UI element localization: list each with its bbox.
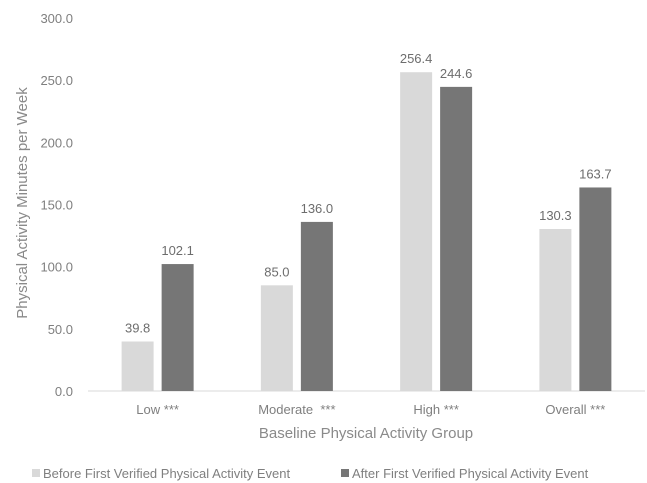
legend-swatch-after — [341, 469, 349, 477]
data-labels: 39.8 102.1 85.0 136.0 256.4 244.6 130.3 163.7 — [125, 51, 612, 335]
bar-before — [400, 72, 433, 391]
data-label: 130.3 — [539, 208, 572, 223]
y-axis-title: Physical Activity Minutes per Week — [14, 87, 31, 319]
data-label: 39.8 — [125, 321, 150, 336]
x-axis-title: Baseline Physical Activity Group — [259, 425, 473, 442]
y-tick-label: 0.0 — [55, 384, 73, 399]
data-label: 256.4 — [400, 51, 433, 66]
bar-after — [161, 264, 194, 391]
data-label: 244.6 — [440, 66, 473, 81]
bar-after — [300, 221, 333, 391]
y-tick-label: 250.0 — [40, 73, 73, 88]
legend: Before First Verified Physical Activity … — [32, 466, 589, 481]
data-label: 163.7 — [579, 166, 612, 181]
y-tick-label: 200.0 — [40, 135, 73, 150]
data-label: 85.0 — [264, 264, 289, 279]
category-label: Low *** — [136, 402, 179, 417]
category-label: Overall *** — [545, 402, 605, 417]
legend-swatch-before — [32, 469, 40, 477]
y-tick-label: 150.0 — [40, 198, 73, 213]
bars — [121, 72, 612, 391]
y-tick-label: 50.0 — [48, 322, 73, 337]
legend-label-after: After First Verified Physical Activity E… — [352, 466, 589, 481]
bar-after — [440, 86, 473, 391]
y-tick-label: 100.0 — [40, 260, 73, 275]
category-label: Moderate *** — [258, 402, 335, 417]
legend-label-before: Before First Verified Physical Activity … — [43, 466, 290, 481]
bar-after — [579, 187, 612, 391]
bar-before — [539, 228, 572, 391]
y-tick-label: 300.0 — [40, 11, 73, 26]
y-axis-ticks: 0.0 50.0 100.0 150.0 200.0 250.0 300.0 — [40, 11, 73, 399]
data-label: 102.1 — [161, 243, 194, 258]
category-labels: Low *** Moderate *** High *** Overall *** — [136, 402, 605, 417]
data-label: 136.0 — [301, 201, 334, 216]
bar-before — [260, 285, 293, 391]
category-label: High *** — [413, 402, 459, 417]
bar-before — [121, 341, 154, 391]
